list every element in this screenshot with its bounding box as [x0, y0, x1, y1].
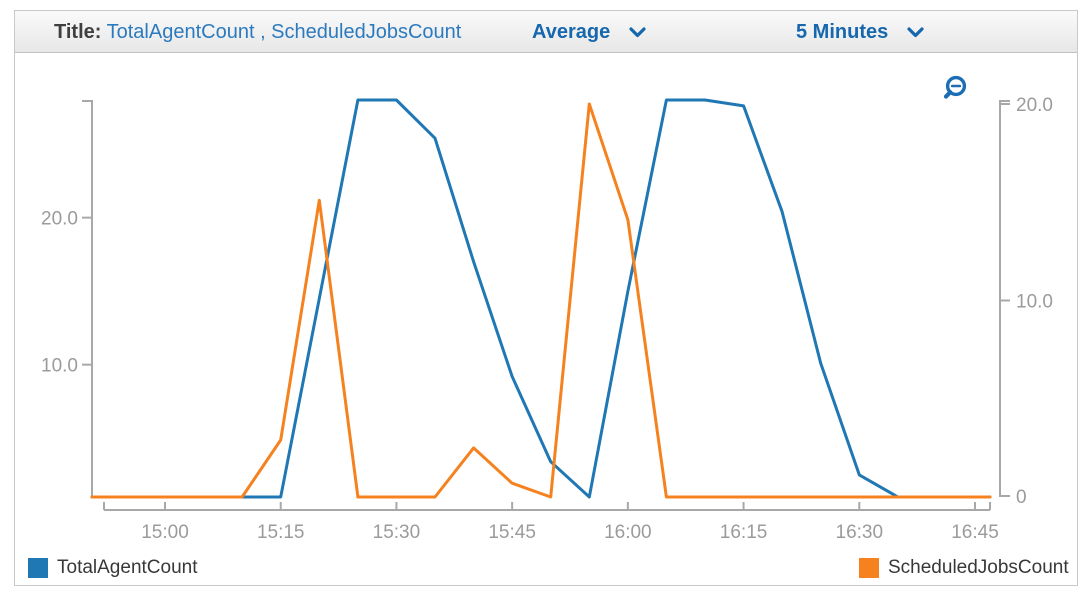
legend-label: ScheduledJobsCount — [888, 557, 1069, 578]
title-label: Title: — [54, 21, 102, 43]
statistic-dropdown[interactable]: Average — [532, 11, 646, 53]
legend-item-scheduledjobscount[interactable]: ScheduledJobsCount — [859, 556, 1069, 580]
legend-swatch-orange — [859, 558, 879, 578]
page-title: Title: TotalAgentCount , ScheduledJobsCo… — [54, 11, 498, 53]
plot-area[interactable] — [92, 100, 1000, 497]
legend-item-totalagentcount[interactable]: TotalAgentCount — [28, 556, 198, 580]
legend-swatch-blue — [28, 558, 48, 578]
zoom-out-icon[interactable] — [943, 75, 967, 99]
chevron-down-icon — [629, 26, 646, 37]
legend-label: TotalAgentCount — [57, 557, 198, 578]
title-metric-names: TotalAgentCount , ScheduledJobsCount — [106, 21, 462, 43]
chart-title-bar: Title: TotalAgentCount , ScheduledJobsCo… — [15, 11, 1077, 53]
period-dropdown-label: 5 Minutes — [796, 20, 889, 43]
period-dropdown[interactable]: 5 Minutes — [796, 11, 924, 53]
statistic-dropdown-label: Average — [532, 20, 611, 43]
chevron-down-icon — [907, 26, 924, 37]
